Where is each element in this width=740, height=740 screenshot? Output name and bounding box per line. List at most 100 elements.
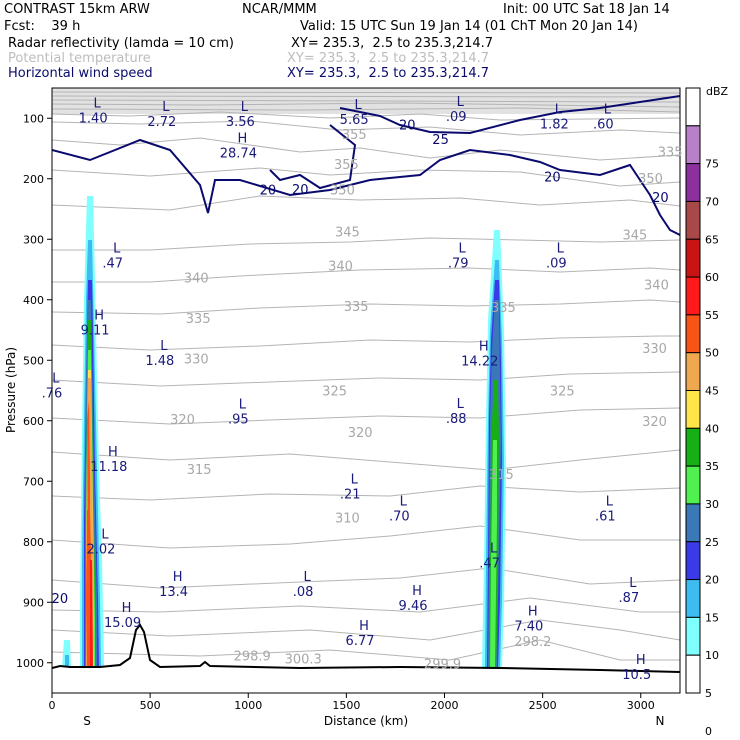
plot-frame: [51, 87, 681, 694]
theta-contour-label: 340: [644, 279, 669, 294]
theta-contour-label: 340: [328, 259, 353, 274]
x-tick-label: 2500: [529, 699, 557, 712]
colorbar-label: 25: [705, 536, 719, 549]
colorbar-label: 35: [705, 460, 719, 473]
extremum-marker: L: [160, 339, 168, 354]
extremum-marker: L: [355, 98, 363, 113]
y-tick-label: 800: [23, 536, 44, 549]
theta-contour-label: 315: [187, 463, 212, 478]
extremum-value: .21: [340, 488, 361, 503]
extremum-value: 11.18: [90, 460, 127, 475]
colorbar-swatch: [685, 352, 701, 391]
wind-contour-label: 20: [292, 183, 309, 198]
extremum-value: 1.82: [540, 117, 569, 132]
colorbar-label: 55: [705, 309, 719, 322]
x-tick-label: 0: [49, 699, 56, 712]
extremum-marker: L: [351, 473, 359, 488]
extremum-value: .09: [546, 257, 567, 272]
colorbar-swatch: [685, 503, 701, 543]
theta-contour-label: 335: [344, 300, 369, 315]
field-theta-xy: XY= 235.3, 2.5 to 235.3,214.7: [287, 51, 490, 66]
theta-contour-label: 298.9: [234, 649, 271, 664]
colorbar-label: 70: [705, 195, 719, 208]
colorbar-label: 40: [705, 422, 719, 435]
colorbar-label: 50: [705, 347, 719, 360]
extremum-marker: L: [459, 242, 467, 257]
extremum-marker: L: [113, 242, 121, 257]
wind-contour-label: 20: [260, 184, 277, 199]
extremum-value: 2.02: [87, 543, 116, 558]
model-name: CONTRAST 15km ARW: [4, 2, 150, 17]
theta-contour-label: 355: [334, 158, 359, 173]
extremum-value: .76: [42, 387, 63, 402]
colorbar-unit: dBZ: [706, 85, 729, 98]
x-tick-label: 1500: [332, 699, 360, 712]
y-tick-label: 900: [23, 596, 44, 609]
extremum-value: 1.40: [79, 111, 108, 126]
extremum-value: 1.48: [145, 354, 174, 369]
extremum-value: 15.09: [104, 616, 141, 631]
field-theta-name: Potential temperature: [8, 51, 151, 66]
extremum-marker: L: [101, 528, 109, 543]
colorbar-label: 0: [705, 725, 712, 738]
x-tick-label: 1000: [234, 699, 262, 712]
colorbar-label: 10: [705, 649, 719, 662]
theta-contour-label: 320: [642, 415, 667, 430]
extremum-value: .61: [595, 509, 616, 524]
theta-contour-label: 315: [489, 468, 514, 483]
extremum-value: .88: [446, 412, 467, 427]
extremum-value: .47: [479, 557, 500, 572]
extremum-value: 13.4: [159, 585, 188, 600]
extremum-value: .87: [619, 591, 640, 606]
extremum-marker: H: [122, 601, 132, 616]
theta-contour-label: 320: [170, 413, 195, 428]
colorbar-label: 5: [705, 687, 712, 700]
extremum-value: 14.22: [461, 355, 498, 370]
y-tick-label: 700: [23, 475, 44, 488]
extremum-value: .08: [293, 585, 314, 600]
colorbar-label: 20: [705, 574, 719, 587]
extremum-value: .79: [448, 257, 469, 272]
extremum-value: 6.77: [346, 634, 375, 649]
extremum-value: .70: [389, 509, 410, 524]
field-reflectivity-xy: XY= 235.3, 2.5 to 235.3,214.7: [291, 36, 494, 51]
endpoint-south: S: [83, 714, 91, 728]
extremum-marker: L: [52, 372, 60, 387]
colorbar-label: 30: [705, 498, 719, 511]
theta-contour-label: 310: [335, 512, 360, 527]
colorbar: [685, 87, 701, 694]
extremum-value: 9.11: [81, 324, 110, 339]
extremum-marker: H: [94, 309, 104, 324]
wind-contour-label: 25: [432, 133, 449, 148]
x-axis-label: Distance (km): [324, 714, 408, 728]
x-tick-label: 3000: [627, 699, 655, 712]
theta-contour-label: 335: [658, 146, 683, 161]
extremum-value: 9.46: [399, 599, 428, 614]
extremum-marker: H: [173, 570, 183, 585]
extremum-marker: L: [162, 100, 170, 115]
theta-contour-label: 335: [186, 312, 211, 327]
colorbar-swatch: [685, 238, 701, 278]
colorbar-label: 65: [705, 233, 719, 246]
extremum-marker: L: [629, 576, 637, 591]
reflectivity-shading: [62, 196, 506, 667]
extremum-marker: L: [239, 398, 247, 413]
org-name: NCAR/MMM: [242, 2, 317, 17]
extremum-value: .60: [593, 117, 614, 132]
colorbar-swatch: [685, 390, 701, 429]
y-axis-label: Pressure (hPa): [4, 347, 18, 433]
theta-contour-label: 300.3: [285, 653, 322, 668]
endpoint-north: N: [656, 714, 665, 728]
theta-contour-label: 335: [491, 301, 516, 316]
extremum-value: 3.56: [226, 115, 255, 130]
extremum-marker: L: [400, 494, 408, 509]
extremum-marker: L: [457, 95, 465, 110]
wind-contour-label: 20: [52, 592, 69, 607]
theta-contour-label: 345: [335, 225, 360, 240]
wind-speed-contours: [52, 95, 680, 236]
extremum-marker: H: [636, 653, 646, 668]
colorbar-swatch: [685, 541, 701, 581]
colorbar-label: 60: [705, 271, 719, 284]
extremum-marker: H: [479, 340, 489, 355]
theta-contour-label: 345: [622, 228, 647, 243]
